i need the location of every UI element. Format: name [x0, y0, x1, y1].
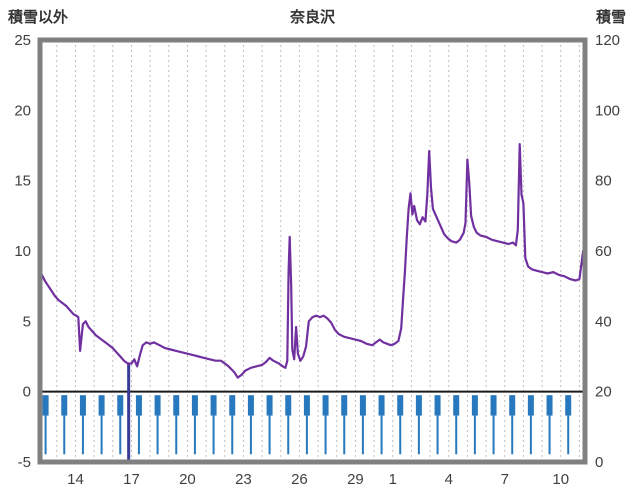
spike-head: [247, 395, 254, 416]
spike-head: [378, 395, 385, 416]
spike-head: [117, 395, 124, 416]
x-axis-tick-label: 4: [445, 471, 453, 488]
spike-head: [135, 395, 142, 416]
plot-frame: [37, 37, 588, 465]
right-axis-tick-label: 60: [595, 243, 612, 260]
x-axis-tick-label: 29: [347, 471, 364, 488]
spike-head: [303, 395, 310, 416]
x-axis-tick-label: 20: [179, 471, 196, 488]
spike-head: [415, 395, 422, 416]
spike-head: [509, 395, 516, 416]
spike-head: [546, 395, 553, 416]
right-axis-tick-label: 20: [595, 384, 612, 401]
left-axis-tick-label: 15: [14, 173, 31, 190]
x-axis-tick-label: 7: [501, 471, 509, 488]
right-axis-tick-label: 120: [595, 32, 620, 49]
left-axis-tick-label: -5: [18, 454, 31, 471]
left-axis-tick-label: 20: [14, 102, 31, 119]
spike-head: [397, 395, 404, 416]
spike-head: [471, 395, 478, 416]
spike-head: [565, 395, 572, 416]
spike-head: [453, 395, 460, 416]
right-axis-tick-label: 0: [595, 454, 603, 471]
x-axis-tick-label: 26: [291, 471, 308, 488]
spike-head: [154, 395, 161, 416]
left-axis-tick-label: 10: [14, 243, 31, 260]
snow-depth-line: [40, 143, 585, 379]
left-axis-title: 積雪以外: [8, 9, 69, 26]
spike-head: [191, 395, 198, 416]
spike-head: [266, 395, 273, 416]
spike-head: [434, 395, 441, 416]
spike-head: [490, 395, 497, 416]
spike-head: [210, 395, 217, 416]
x-axis-tick-label: 10: [552, 471, 569, 488]
x-axis-tick-label: 23: [235, 471, 252, 488]
spike-head: [98, 395, 105, 416]
left-axis-tick-label: 0: [23, 384, 31, 401]
right-axis-tick-label: 40: [595, 313, 612, 330]
spike-head: [229, 395, 236, 416]
spike-head: [173, 395, 180, 416]
spike-head: [61, 395, 68, 416]
spike-head: [527, 395, 534, 416]
x-axis-tick-label: 14: [67, 471, 84, 488]
spike-head: [322, 395, 329, 416]
spike-head: [42, 395, 49, 416]
x-axis-tick-label: 1: [389, 471, 397, 488]
spike-head: [79, 395, 86, 416]
right-axis-title: 積雪: [595, 9, 626, 26]
left-axis-tick-label: 5: [23, 313, 31, 330]
right-axis-tick-label: 80: [595, 173, 612, 190]
spike-head: [285, 395, 292, 416]
left-axis-tick-label: 25: [14, 32, 31, 49]
chart-title: 奈良沢: [289, 9, 335, 26]
spike-head: [341, 395, 348, 416]
spike-head: [359, 395, 366, 416]
right-axis-tick-label: 100: [595, 102, 620, 119]
x-axis-tick-label: 17: [123, 471, 140, 488]
